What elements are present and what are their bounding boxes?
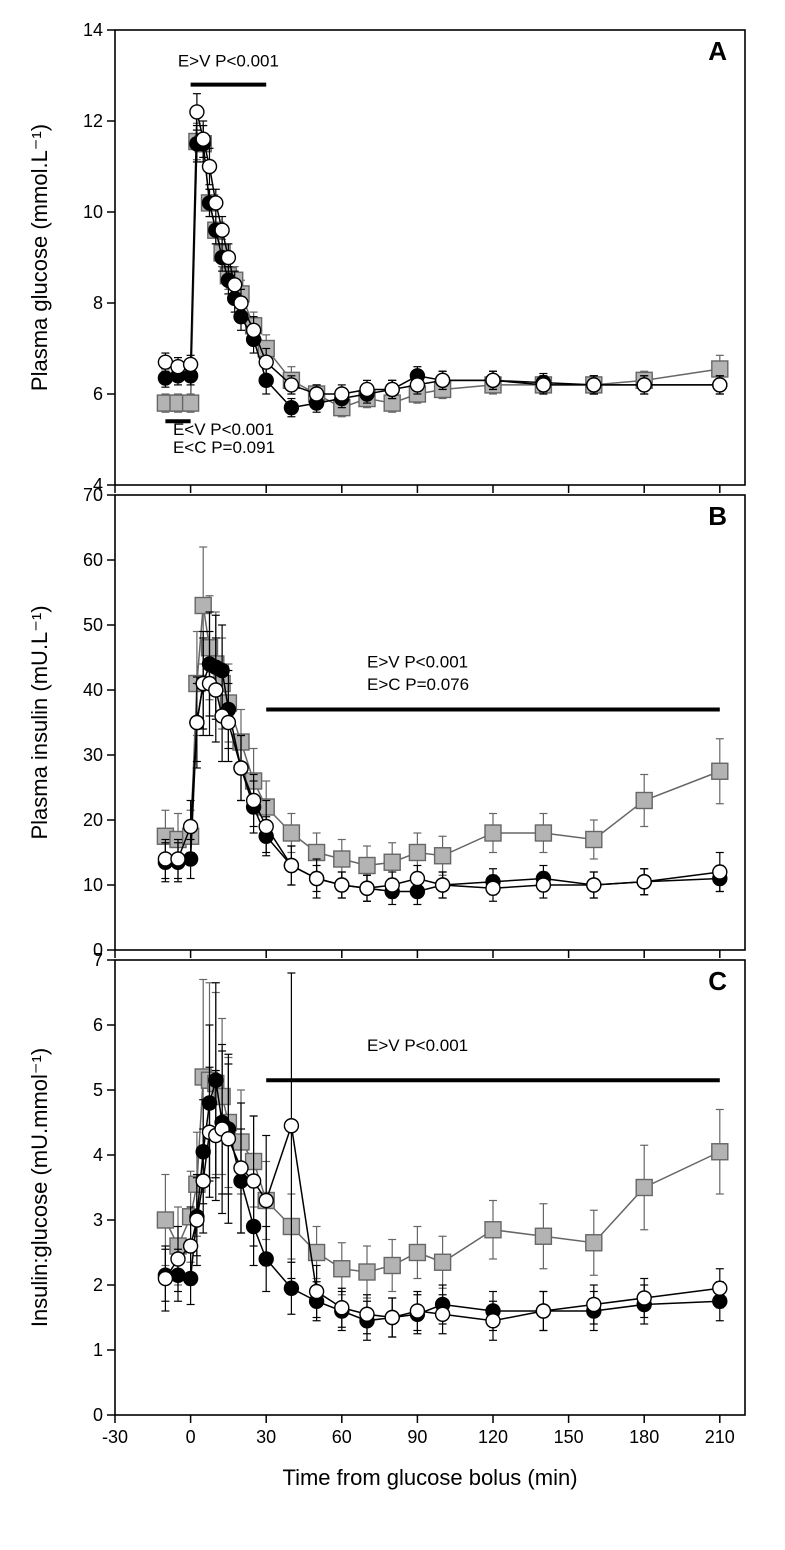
- svg-text:E>C P=0.076: E>C P=0.076: [367, 675, 469, 694]
- svg-text:210: 210: [705, 1427, 735, 1447]
- svg-text:60: 60: [83, 550, 103, 570]
- chart-svg: 468101214Plasma glucose (mmol.L⁻¹)AE>V P…: [0, 0, 785, 1550]
- svg-text:A: A: [708, 36, 727, 66]
- x-axis-label: Time from glucose bolus (min): [282, 1465, 577, 1490]
- svg-text:B: B: [708, 501, 727, 531]
- svg-text:10: 10: [83, 202, 103, 222]
- svg-text:E>V P<0.001: E>V P<0.001: [367, 652, 468, 671]
- svg-text:E>V P<0.001: E>V P<0.001: [178, 51, 279, 70]
- svg-text:-30: -30: [102, 1427, 128, 1447]
- svg-text:6: 6: [93, 1015, 103, 1035]
- svg-text:C: C: [708, 966, 727, 996]
- svg-text:0: 0: [93, 1405, 103, 1425]
- svg-text:20: 20: [83, 810, 103, 830]
- svg-text:Insulin:glucose (mU.mmol⁻¹): Insulin:glucose (mU.mmol⁻¹): [27, 1048, 52, 1327]
- panel-B: 010203040506070Plasma insulin (mU.L⁻¹)BE…: [27, 485, 745, 960]
- svg-text:50: 50: [83, 615, 103, 635]
- svg-text:E>V P<0.001: E>V P<0.001: [367, 1036, 468, 1055]
- three-panel-figure: 468101214Plasma glucose (mmol.L⁻¹)AE>V P…: [0, 0, 785, 1550]
- svg-text:40: 40: [83, 680, 103, 700]
- svg-text:12: 12: [83, 111, 103, 131]
- svg-text:180: 180: [629, 1427, 659, 1447]
- svg-text:5: 5: [93, 1080, 103, 1100]
- svg-text:70: 70: [83, 485, 103, 505]
- svg-text:120: 120: [478, 1427, 508, 1447]
- svg-text:E<V P<0.001: E<V P<0.001: [173, 420, 274, 439]
- svg-text:150: 150: [554, 1427, 584, 1447]
- svg-text:30: 30: [256, 1427, 276, 1447]
- svg-text:7: 7: [93, 950, 103, 970]
- svg-text:Plasma glucose (mmol.L⁻¹): Plasma glucose (mmol.L⁻¹): [27, 124, 52, 391]
- svg-text:14: 14: [83, 20, 103, 40]
- svg-text:3: 3: [93, 1210, 103, 1230]
- svg-text:6: 6: [93, 384, 103, 404]
- svg-text:Plasma insulin (mU.L⁻¹): Plasma insulin (mU.L⁻¹): [27, 605, 52, 839]
- svg-text:0: 0: [186, 1427, 196, 1447]
- svg-text:60: 60: [332, 1427, 352, 1447]
- svg-text:4: 4: [93, 1145, 103, 1165]
- svg-text:2: 2: [93, 1275, 103, 1295]
- svg-text:10: 10: [83, 875, 103, 895]
- panel-A: 468101214Plasma glucose (mmol.L⁻¹)AE>V P…: [27, 20, 745, 495]
- svg-text:30: 30: [83, 745, 103, 765]
- svg-text:8: 8: [93, 293, 103, 313]
- panel-C: 01234567-300306090120150180210Insulin:gl…: [27, 950, 745, 1447]
- svg-text:1: 1: [93, 1340, 103, 1360]
- svg-text:E<C P=0.091: E<C P=0.091: [173, 438, 275, 457]
- svg-text:90: 90: [407, 1427, 427, 1447]
